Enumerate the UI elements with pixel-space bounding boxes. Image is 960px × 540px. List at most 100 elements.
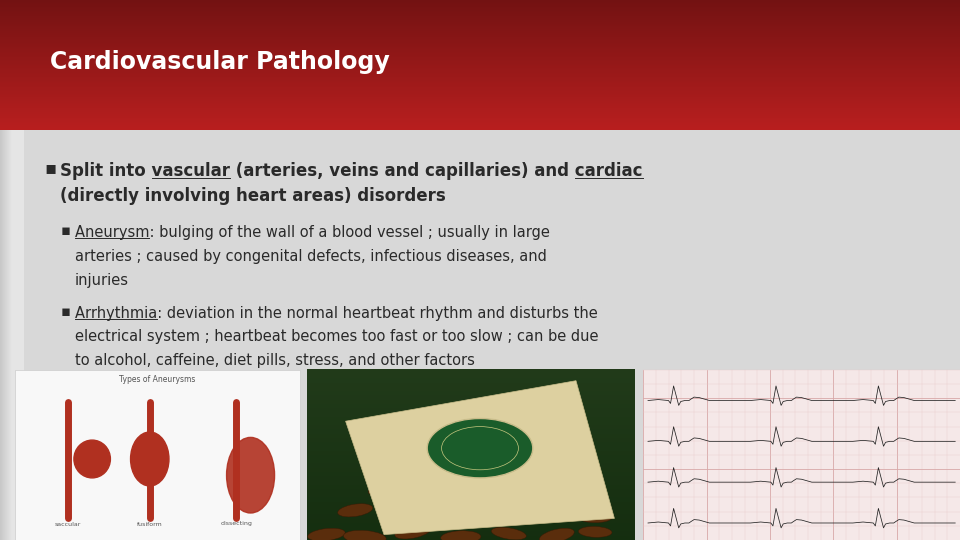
Bar	[0, 28, 960, 30]
Bar	[12, 0, 23, 540]
Bar	[0, 15, 960, 17]
Bar	[307, 407, 635, 413]
Bar	[0, 123, 960, 126]
Bar	[4, 0, 15, 540]
Bar	[0, 18, 960, 21]
Text: electrical system ; heartbeat becomes too fast or too slow ; can be due: electrical system ; heartbeat becomes to…	[75, 329, 598, 345]
Bar	[5, 0, 17, 540]
Bar	[0, 102, 960, 104]
Bar	[7, 0, 19, 540]
Bar	[0, 32, 960, 35]
Bar	[4, 0, 15, 540]
Bar	[0, 99, 960, 101]
Bar	[7, 0, 18, 540]
Bar	[0, 9, 960, 12]
Bar	[10, 0, 21, 540]
Bar	[4, 0, 16, 540]
Bar	[0, 127, 960, 130]
Bar	[0, 63, 960, 65]
Bar	[15, 370, 300, 540]
Bar	[307, 437, 635, 442]
Polygon shape	[346, 381, 614, 535]
Bar	[0, 38, 960, 40]
Bar	[307, 403, 635, 408]
Ellipse shape	[131, 432, 169, 486]
Bar	[0, 91, 960, 93]
Bar	[6, 0, 18, 540]
Bar	[0, 87, 960, 90]
Bar	[307, 501, 635, 506]
Text: to alcohol, caffeine, diet pills, stress, and other factors: to alcohol, caffeine, diet pills, stress…	[75, 353, 475, 368]
Ellipse shape	[540, 487, 574, 498]
Bar	[307, 377, 635, 383]
Bar	[8, 0, 20, 540]
Bar	[11, 0, 23, 540]
Bar	[1, 0, 13, 540]
Bar	[6, 0, 17, 540]
Bar	[307, 475, 635, 481]
Bar	[1, 0, 13, 540]
Bar	[0, 25, 960, 27]
Bar	[8, 0, 19, 540]
Bar	[2, 0, 13, 540]
Ellipse shape	[483, 481, 516, 493]
Bar	[0, 47, 960, 49]
Bar	[7, 0, 19, 540]
Bar	[0, 35, 960, 38]
Bar	[4, 0, 16, 540]
Bar	[3, 0, 15, 540]
Bar	[0, 42, 960, 44]
Bar	[0, 8, 960, 10]
Ellipse shape	[481, 506, 517, 520]
Bar	[12, 0, 24, 540]
Bar	[0, 0, 12, 540]
Bar	[3, 0, 15, 540]
Bar	[9, 0, 21, 540]
Bar	[3, 0, 14, 540]
Ellipse shape	[227, 437, 275, 513]
Text: ▪: ▪	[60, 223, 70, 238]
Bar	[0, 34, 960, 36]
Text: Split into vascular (arteries, veins and capillaries) and cardiac: Split into vascular (arteries, veins and…	[60, 162, 643, 180]
Bar	[0, 22, 960, 25]
Bar	[0, 44, 960, 46]
Bar	[9, 0, 20, 540]
Ellipse shape	[384, 508, 422, 521]
Text: Aneurysm: bulging of the wall of a blood vessel ; usually in large: Aneurysm: bulging of the wall of a blood…	[75, 225, 550, 240]
Bar	[0, 52, 960, 55]
Bar	[0, 71, 960, 74]
Bar	[0, 43, 960, 45]
Bar	[3, 0, 14, 540]
Ellipse shape	[578, 512, 612, 523]
Bar	[0, 86, 960, 88]
Bar	[0, 30, 960, 32]
Bar	[307, 433, 635, 438]
Bar	[0, 64, 960, 66]
Bar	[0, 31, 960, 33]
Bar	[9, 0, 21, 540]
Bar	[12, 0, 23, 540]
Bar	[0, 122, 960, 124]
Bar	[307, 518, 635, 523]
Bar	[307, 424, 635, 429]
Bar	[0, 89, 960, 91]
Bar	[1, 0, 13, 540]
Ellipse shape	[344, 530, 386, 540]
Bar	[0, 65, 960, 68]
Bar	[0, 0, 960, 3]
Bar	[4, 0, 15, 540]
Text: Arrhythmia: deviation in the normal heartbeat rhythm and disturbs the: Arrhythmia: deviation in the normal hear…	[75, 306, 598, 321]
Bar	[8, 0, 20, 540]
Bar	[0, 118, 960, 120]
Bar	[307, 458, 635, 463]
Bar	[307, 386, 635, 391]
Bar	[0, 108, 960, 110]
Bar	[0, 26, 960, 29]
Bar	[0, 50, 960, 52]
Bar	[307, 428, 635, 434]
Bar	[0, 84, 960, 87]
Bar	[5, 0, 17, 540]
Bar	[307, 467, 635, 472]
Bar	[0, 103, 960, 105]
Bar	[10, 0, 22, 540]
